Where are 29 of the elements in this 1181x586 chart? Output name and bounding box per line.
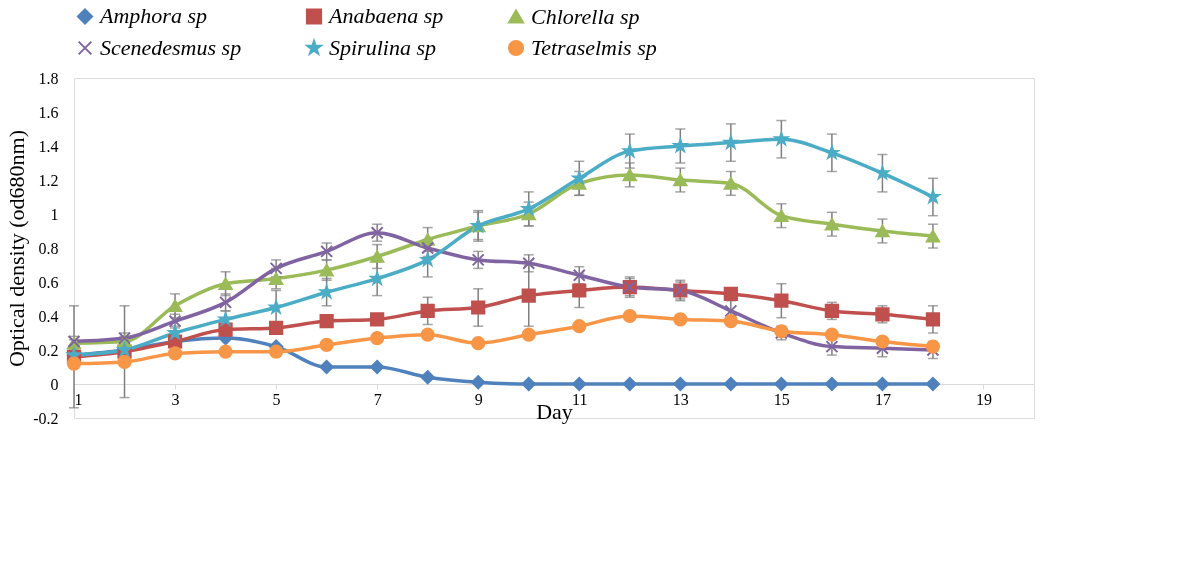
y-axis-title: Optical density (od680nm) (4, 129, 30, 368)
x-tick-label: 9 (474, 390, 483, 408)
y-tick-label: 1.6 (38, 103, 59, 121)
legend-label: Amphora sp (98, 3, 207, 29)
legend-label: Chlorella sp (531, 3, 640, 29)
y-tick-label: 0.8 (38, 239, 59, 257)
y-tick-label: 0.4 (38, 307, 59, 325)
x-tick-label: 1 (74, 390, 83, 408)
x-tick-label: 13 (672, 390, 689, 408)
y-tick-label: 0.6 (38, 273, 59, 291)
x-tick-label: 15 (773, 390, 790, 408)
y-tick-label: -0.2 (33, 409, 59, 427)
x-tick-label: 19 (975, 390, 992, 408)
legend-label: Spirulina sp (329, 35, 436, 60)
legend-label: Anabaena sp (327, 3, 444, 29)
x-tick-label: 5 (272, 390, 281, 408)
y-tick-label: 0 (50, 375, 59, 393)
x-tick-label: 3 (171, 390, 180, 408)
x-tick-label: 11 (572, 390, 588, 408)
y-tick-label: 1.8 (38, 69, 59, 87)
legend-label: Tetraselmis sp (531, 35, 657, 60)
y-tick-label: 0.2 (38, 341, 59, 359)
y-tick-label: 1 (50, 205, 59, 223)
y-tick-label: 1.2 (38, 171, 59, 189)
x-tick-label: 7 (373, 390, 382, 408)
x-tick-label: 17 (874, 390, 891, 408)
y-tick-label: 1.4 (38, 137, 59, 155)
x-axis-title: Day (536, 398, 573, 424)
legend-label: Scenedesmus sp (100, 35, 242, 60)
